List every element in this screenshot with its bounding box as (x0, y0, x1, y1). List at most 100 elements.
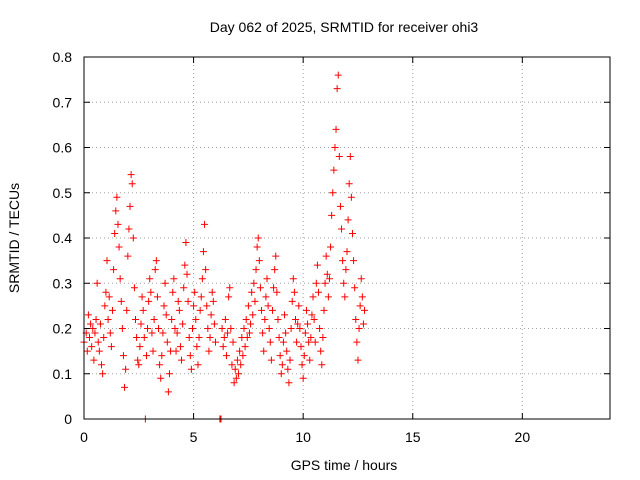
data-point (92, 315, 100, 323)
data-point (193, 343, 201, 351)
data-point (265, 325, 273, 332)
data-point (306, 356, 314, 364)
data-point (231, 365, 239, 373)
data-point (308, 311, 316, 319)
data-point (178, 356, 186, 364)
data-point (307, 334, 315, 342)
data-point (296, 325, 304, 332)
data-point (123, 306, 131, 314)
data-point (125, 225, 133, 233)
y-tick-label: 0.4 (53, 230, 73, 246)
data-point (162, 311, 170, 319)
data-point (359, 320, 367, 328)
data-point (289, 275, 297, 283)
data-point (287, 325, 295, 332)
data-point (127, 171, 135, 179)
data-point (361, 306, 369, 314)
data-point (323, 270, 331, 278)
data-point (129, 234, 137, 242)
data-point (158, 352, 166, 360)
data-point (116, 275, 124, 283)
data-point (180, 284, 188, 292)
data-point (335, 153, 343, 161)
data-point (146, 275, 154, 283)
data-point (322, 252, 330, 260)
data-point (299, 374, 307, 382)
data-point (293, 338, 301, 346)
y-tick-labels: 0 0.1 0.2 0.3 0.4 0.5 0.6 0.7 0.8 (53, 49, 73, 427)
data-points (80, 71, 369, 423)
data-point (275, 334, 283, 342)
data-point (255, 257, 263, 265)
data-point (151, 266, 159, 274)
data-point (196, 306, 204, 314)
y-tick-label: 0.3 (53, 275, 73, 291)
data-point (104, 315, 112, 323)
data-point (185, 334, 193, 342)
data-point (311, 338, 319, 346)
data-point (99, 370, 107, 378)
data-point (252, 266, 260, 274)
data-point (261, 315, 269, 323)
y-tick-label: 0.5 (53, 185, 73, 201)
data-point (324, 293, 332, 301)
data-point (206, 334, 214, 342)
data-point (106, 329, 114, 337)
data-point (102, 288, 110, 296)
data-point (115, 243, 123, 251)
data-point (201, 220, 209, 228)
data-point (121, 383, 129, 391)
data-point (117, 297, 125, 305)
data-point (248, 288, 256, 296)
data-point (262, 293, 270, 301)
data-point (316, 325, 324, 332)
data-point (95, 347, 103, 355)
data-point (149, 347, 157, 355)
data-point (165, 370, 173, 378)
data-point (138, 293, 146, 301)
data-point (267, 356, 275, 364)
data-point (93, 279, 101, 287)
x-tick-label: 15 (405, 429, 421, 445)
data-point (241, 343, 249, 351)
data-point (302, 306, 310, 314)
data-point (137, 320, 145, 328)
data-point (266, 338, 274, 346)
data-point (254, 234, 262, 242)
data-point (163, 338, 171, 346)
data-point (336, 202, 344, 210)
data-point (207, 311, 215, 319)
data-point (101, 302, 109, 310)
data-point (247, 320, 255, 328)
data-point (89, 325, 97, 332)
data-point (285, 379, 293, 387)
data-point (313, 261, 321, 269)
data-point (205, 347, 213, 355)
y-axis-label: SRMTID / TECUs (6, 183, 22, 293)
data-point (339, 257, 347, 265)
y-tick-label: 0.2 (53, 321, 73, 337)
data-point (105, 293, 113, 301)
data-point (90, 356, 98, 364)
data-point (333, 85, 341, 93)
data-point (174, 297, 182, 305)
data-point (343, 248, 351, 256)
data-point (134, 356, 142, 364)
data-point (145, 297, 153, 305)
data-point (340, 279, 348, 287)
data-point (294, 320, 302, 328)
data-point (274, 315, 282, 323)
data-point (284, 365, 292, 373)
data-point (352, 315, 360, 323)
data-point (220, 334, 228, 342)
data-point (250, 279, 258, 287)
data-point (85, 334, 93, 342)
data-point (283, 347, 291, 355)
data-point (286, 356, 294, 364)
data-point (310, 315, 318, 323)
data-point (160, 302, 168, 310)
data-point (133, 334, 141, 342)
data-point (212, 338, 219, 346)
data-point (341, 293, 349, 301)
